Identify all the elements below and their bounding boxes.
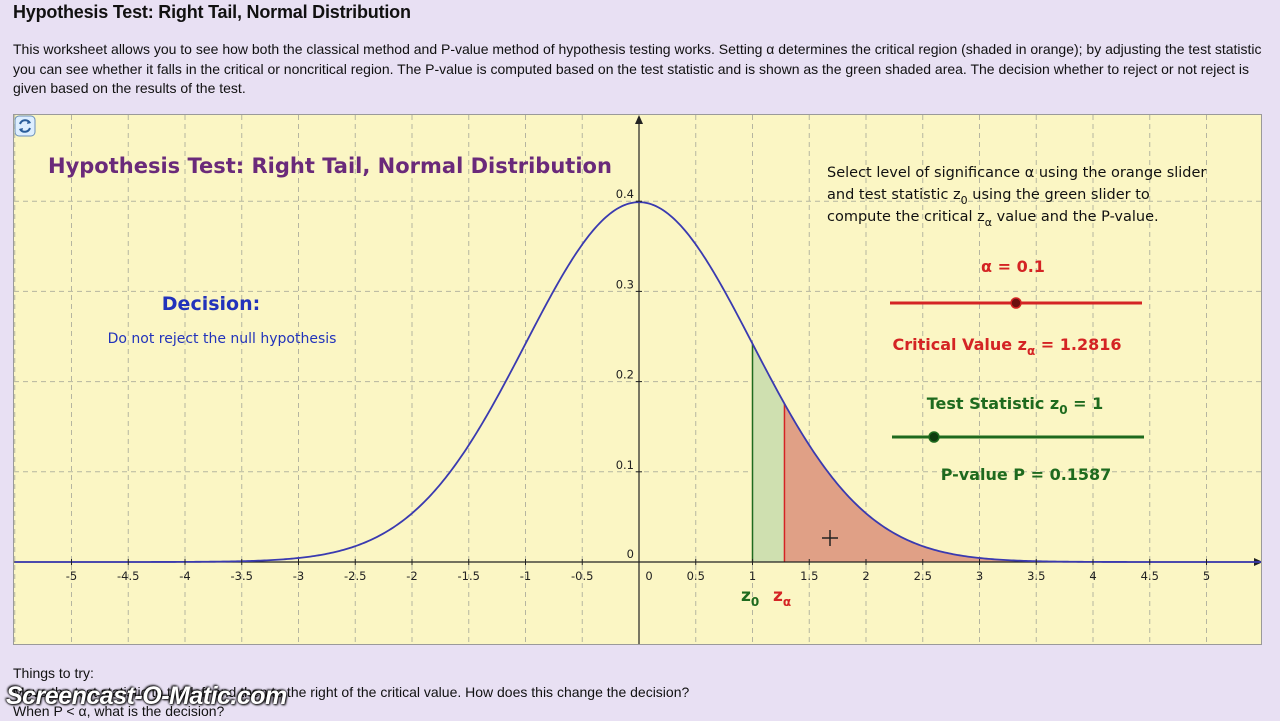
pvalue-shaded-area [752,343,785,562]
normal-distribution-graph[interactable]: -5 -4.5 -4 -3.5 -3 -2.5 -2 -1.5 -1 -0.5 0 0.5 1 1.5 2 2… [14,115,1262,645]
x-tick-label: 1.5 [800,569,818,583]
refresh-icon[interactable] [14,115,36,137]
critical-value-label: Critical Value zα = 1.2816 [892,335,1121,358]
critical-region-shaded-area [784,403,1261,562]
x-tick-label: -3.5 [231,569,253,583]
zalpha-marker-label: zα [773,586,791,609]
y-tick-label: 0.2 [616,368,634,382]
z0-marker-label: z0 [741,586,759,609]
x-tick-label: 1 [749,569,756,583]
y-tick-label: 0.4 [616,187,634,201]
x-tick-label: -1 [520,569,531,583]
x-tick-label: -2 [406,569,417,583]
tick-labels: -5 -4.5 -4 -3.5 -3 -2.5 -2 -1.5 -1 -0.5 0 0.5 1 1.5 2 2… [66,187,1210,583]
x-tick-label: -4.5 [117,569,139,583]
things-item-2: When P < α, what is the decision? [13,703,225,719]
alpha-slider-knob[interactable] [1010,297,1022,309]
x-tick-label: 4 [1089,569,1096,583]
page-title: Hypothesis Test: Right Tail, Normal Dist… [13,2,411,22]
decision-heading: Decision: [162,293,260,315]
instructions-line-3: compute the critical zα value and the P-… [827,209,1159,229]
test-statistic-slider-knob[interactable] [928,431,940,443]
y-axis-arrow-icon [635,115,643,124]
x-tick-label: -1.5 [458,569,480,583]
x-tick-label: 0.5 [687,569,705,583]
instructions-line-1: Select level of significance α using the… [827,165,1206,181]
graph-applet[interactable]: -5 -4.5 -4 -3.5 -3 -2.5 -2 -1.5 -1 -0.5 0 0.5 1 1.5 2 2… [13,114,1262,645]
test-statistic-label: Test Statistic z0 = 1 [927,394,1104,417]
y-tick-label: 0.1 [616,458,634,472]
x-tick-label: 0 [645,569,652,583]
x-tick-label: 5 [1203,569,1210,583]
alpha-label: α = 0.1 [981,257,1045,276]
normal-curve [14,201,1261,563]
x-tick-label: 2.5 [914,569,932,583]
instructions-line-2: and test statistic z0 using the green sl… [827,187,1150,207]
things-to-try: Things to try: Move the test statistic t… [13,664,689,721]
things-heading: Things to try: [13,665,94,681]
x-tick-label: -4 [179,569,190,583]
x-tick-label: 3.5 [1027,569,1045,583]
x-tick-label: -5 [66,569,77,583]
x-tick-label: -2.5 [344,569,366,583]
x-tick-label: 2 [862,569,869,583]
decision-text: Do not reject the null hypothesis [108,331,337,347]
x-tick-label: -3 [293,569,304,583]
y-tick-label: 0.3 [616,277,634,291]
intro-paragraph: This worksheet allows you to see how bot… [13,41,1262,96]
x-tick-label: -0.5 [571,569,593,583]
watermark: Screencast-O-Matic.com [6,682,287,710]
y-tick-label: 0 [627,547,634,561]
applet-title: Hypothesis Test: Right Tail, Normal Dist… [48,154,612,178]
crosshair-cursor-icon [822,530,838,546]
x-tick-label: 3 [976,569,983,583]
pvalue-label: P-value P = 0.1587 [941,465,1112,484]
x-tick-label: 4.5 [1141,569,1159,583]
things-item-1: Move the test statistic to the left and … [13,684,690,700]
instructions: Select level of significance α using the… [827,165,1206,229]
